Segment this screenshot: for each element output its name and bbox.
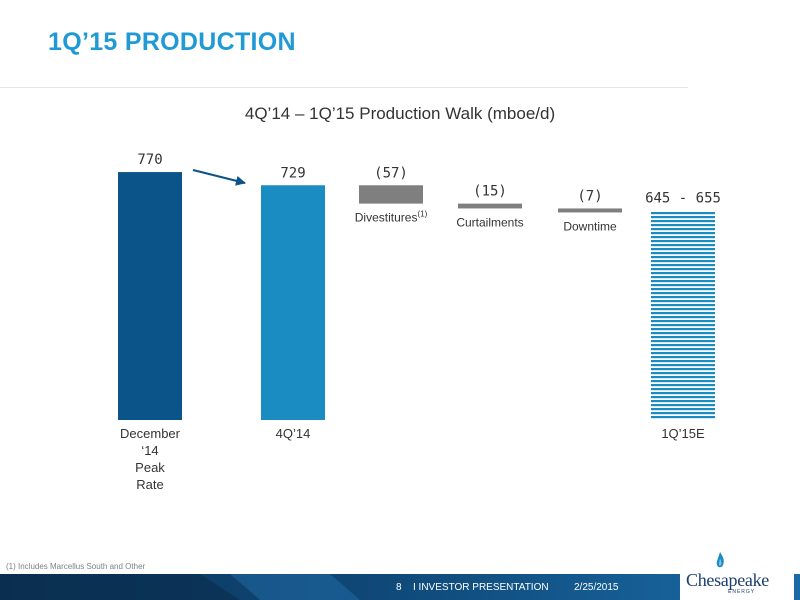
bar-1q15e: [651, 210, 715, 420]
footer-date: 2/25/2015: [574, 582, 619, 593]
category-label-divestitures: Divestitures(1): [355, 210, 428, 225]
category-label-curtailments: Curtailments: [456, 215, 523, 229]
chart-title: 4Q’14 – 1Q’15 Production Walk (mboe/d): [244, 104, 556, 123]
category-label-1q15e: 1Q’15E: [661, 426, 705, 441]
page-number: 8: [396, 582, 402, 593]
bar-curtailments: [458, 203, 522, 209]
flame-icon: [716, 552, 724, 568]
company-logo: Chesapeake ENERGY: [680, 550, 794, 600]
footnote: (1) Includes Marcellus South and Other: [6, 562, 146, 571]
bar-december-14-peak-rate: [118, 172, 182, 420]
value-label-divestitures: (57): [374, 165, 408, 181]
value-label-downtime: (7): [577, 188, 602, 204]
title-divider: [0, 87, 688, 88]
bar-downtime: [558, 208, 622, 213]
footer-bar: 8 I INVESTOR PRESENTATION 2/25/2015: [0, 574, 800, 600]
category-label-december-14-peak-rate: December ‘14 Peak Rate: [120, 426, 181, 492]
labels-layer: 770 December ‘14 Peak Rate 729 4Q’14 (57) Divest…: [120, 152, 721, 492]
arrow-annotation: [192, 169, 246, 186]
bar-4q14: [261, 185, 325, 420]
annotations-layer: [192, 169, 246, 186]
footer-section: I INVESTOR PRESENTATION: [413, 582, 549, 593]
footer-graphic: [0, 574, 800, 600]
logo-subtitle: ENERGY: [728, 589, 756, 595]
slide-title: 1Q’15 PRODUCTION: [48, 28, 296, 56]
value-label-curtailments: (15): [473, 184, 507, 200]
value-label-december-14-peak-rate: 770: [137, 152, 162, 168]
value-label-1q15e: 645 - 655: [645, 191, 721, 207]
bar-divestitures: [359, 185, 423, 204]
value-label-4q14: 729: [280, 165, 305, 181]
category-label-4q14: 4Q’14: [276, 426, 311, 441]
category-label-downtime: Downtime: [563, 219, 617, 233]
bars-layer: [118, 172, 715, 420]
logo-wordmark: Chesapeake: [686, 570, 769, 590]
waterfall-chart: 770 December ‘14 Peak Rate 729 4Q’14 (57) Divest…: [118, 152, 721, 492]
